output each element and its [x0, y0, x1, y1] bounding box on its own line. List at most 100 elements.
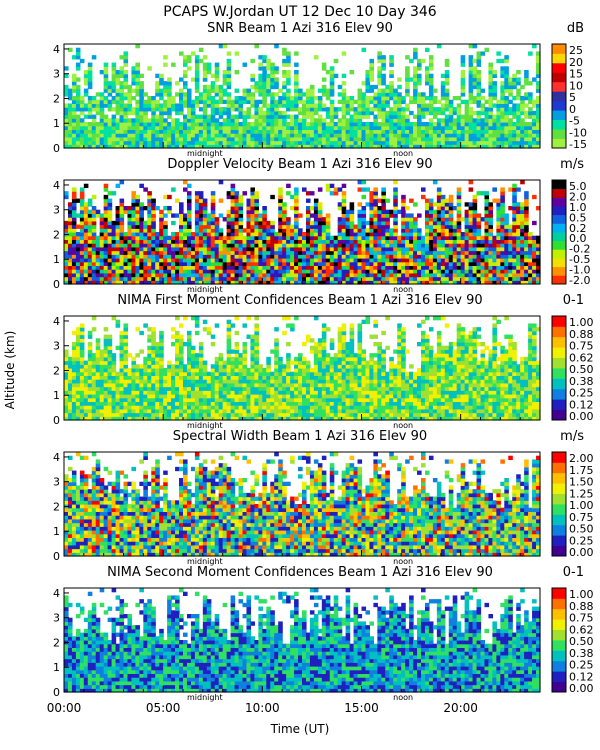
heatmap-cell — [428, 144, 434, 149]
heatmap-cell — [123, 51, 129, 56]
heatmap-cell — [294, 187, 299, 192]
heatmap-cell — [95, 213, 101, 218]
heatmap-cell — [401, 99, 406, 105]
heatmap-cell — [468, 73, 474, 79]
heatmap-cell — [278, 133, 283, 138]
heatmap-cell — [202, 235, 208, 241]
heatmap-cell — [353, 276, 359, 281]
heatmap-cell — [508, 110, 513, 116]
heatmap-cell — [183, 81, 188, 86]
heatmap-cell — [234, 220, 240, 226]
heatmap-cell — [472, 198, 478, 203]
heatmap-cell — [99, 276, 105, 281]
heatmap-cell — [476, 191, 482, 196]
heatmap-cell — [246, 246, 252, 252]
heatmap-cell — [171, 261, 176, 267]
heatmap-cell — [186, 118, 192, 123]
heatmap-cell — [111, 375, 117, 380]
heatmap-cell — [266, 73, 271, 79]
heatmap-cell — [115, 261, 121, 267]
heatmap-cell — [119, 276, 125, 281]
heatmap-cell — [424, 243, 430, 248]
heatmap-cell — [278, 118, 283, 123]
heatmap-cell — [468, 129, 474, 134]
heatmap-cell — [286, 224, 291, 229]
heatmap-cell — [448, 224, 454, 229]
heatmap-cell — [508, 84, 513, 90]
heatmap-cell — [313, 276, 319, 281]
heatmap-cell — [476, 125, 482, 131]
heatmap-cell — [405, 246, 410, 252]
heatmap-cell — [413, 261, 418, 267]
heatmap-cell — [183, 129, 188, 134]
heatmap-cell — [377, 232, 382, 237]
heatmap-cell — [163, 122, 168, 127]
heatmap-cell — [99, 103, 105, 108]
heatmap-cell — [393, 239, 398, 244]
heatmap-cell — [504, 228, 509, 233]
heatmap-cell — [127, 220, 133, 226]
heatmap-cell — [91, 232, 97, 237]
heatmap-cell — [405, 250, 410, 255]
heatmap-cell — [79, 96, 85, 101]
heatmap-cell — [341, 239, 347, 244]
heatmap-cell — [258, 66, 263, 71]
heatmap-cell — [496, 235, 501, 241]
heatmap-cell — [258, 258, 263, 263]
heatmap-cell — [206, 103, 212, 108]
heatmap-cell — [210, 133, 216, 138]
heatmap-cell — [230, 125, 236, 131]
heatmap-cell — [444, 125, 450, 131]
heatmap-cell — [460, 81, 466, 86]
heatmap-cell — [488, 235, 493, 241]
heatmap-cell — [64, 375, 69, 380]
heatmap-cell — [424, 217, 430, 222]
heatmap-cell — [71, 224, 77, 229]
heatmap-cell — [79, 386, 85, 391]
heatmap-cell — [64, 73, 69, 79]
heatmap-cell — [294, 62, 299, 67]
heatmap-cell — [91, 397, 97, 403]
heatmap-cell — [369, 206, 374, 211]
heatmap-cell — [309, 254, 315, 259]
heatmap-cell — [440, 224, 446, 229]
x-axis-label: Time (UT) — [270, 722, 330, 736]
heatmap-cell — [508, 239, 513, 244]
heatmap-cell — [155, 269, 160, 274]
heatmap-cell — [460, 99, 466, 105]
heatmap-cell — [321, 220, 327, 226]
heatmap-cell — [528, 110, 533, 116]
heatmap-cell — [115, 243, 121, 248]
heatmap-cell — [87, 133, 93, 138]
colorbar-swatch — [552, 44, 566, 54]
heatmap-cell — [250, 77, 255, 82]
heatmap-cell — [361, 107, 367, 112]
heatmap-cell — [520, 110, 525, 116]
heatmap-cell — [64, 379, 69, 384]
heatmap-cell — [444, 202, 450, 207]
heatmap-cell — [190, 235, 196, 241]
heatmap-cell — [163, 220, 168, 226]
heatmap-cell — [210, 232, 216, 237]
heatmap-cell — [123, 114, 129, 119]
heatmap-cell — [456, 243, 462, 248]
heatmap-cell — [298, 140, 303, 145]
heatmap-cell — [325, 228, 331, 233]
colorbar-frame — [551, 43, 567, 149]
heatmap-cell — [286, 276, 291, 281]
heatmap-cell — [214, 129, 220, 134]
heatmap-cell — [123, 261, 129, 267]
heatmap-cell — [202, 198, 208, 203]
heatmap-cell — [313, 133, 319, 138]
heatmap-cell — [365, 232, 371, 237]
heatmap-cell — [309, 133, 315, 138]
heatmap-cell — [75, 88, 81, 93]
heatmap-cell — [127, 269, 133, 274]
heatmap-cell — [512, 125, 517, 131]
heatmap-cell — [64, 110, 69, 116]
heatmap-cell — [202, 269, 208, 274]
heatmap-cell — [456, 187, 462, 192]
heatmap-cell — [333, 258, 339, 263]
heatmap-cell — [190, 118, 196, 123]
heatmap-cell — [274, 258, 279, 263]
